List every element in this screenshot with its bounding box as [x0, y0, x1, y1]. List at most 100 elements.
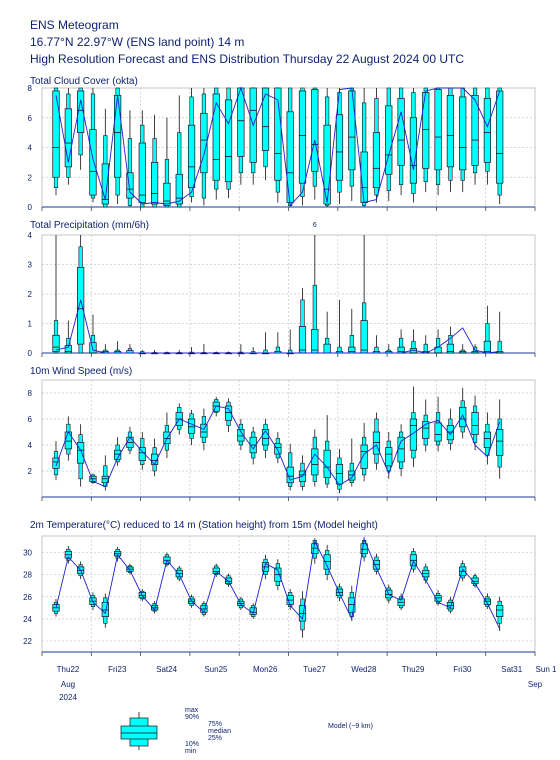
- box-p25-p75: [348, 470, 356, 481]
- y-tick-label: 3: [28, 261, 33, 270]
- panel-title: 10m Wind Speed (m/s): [30, 366, 132, 377]
- box-p25-p75: [311, 89, 319, 172]
- panel-title: Total Precipitation (mm/6h): [30, 220, 149, 231]
- box-p25-p75: [459, 96, 467, 171]
- box-p25-p75: [151, 162, 159, 205]
- box-p25-p75: [298, 90, 307, 184]
- box-p25-p75: [483, 431, 491, 448]
- box-p25-p75: [397, 98, 405, 166]
- box-p25-p75: [311, 448, 319, 476]
- y-tick-label: 24: [23, 615, 32, 624]
- box-p25-p75: [175, 173, 183, 205]
- box-p25-p75: [187, 124, 196, 189]
- y-tick-label: 0: [28, 349, 33, 358]
- box-p25-p75: [163, 182, 171, 206]
- hires-line: [55, 537, 501, 629]
- forecast-subtitle: High Resolution Forecast and ENS Distrib…: [30, 52, 465, 66]
- box-p25-p75: [446, 343, 454, 354]
- legend-median-label: median: [208, 728, 231, 735]
- box-p25-p75: [434, 595, 442, 602]
- box-p25-p75: [101, 601, 109, 617]
- hires-line: [55, 86, 501, 207]
- box-p25-p75: [89, 129, 97, 196]
- box-p25-p75: [64, 108, 72, 168]
- y-tick-label: 6: [28, 114, 33, 123]
- y-tick-label: 6: [28, 415, 33, 424]
- day-label: Thu22: [57, 665, 80, 674]
- y-tick-label: 30: [23, 549, 32, 558]
- y-tick-label: 28: [23, 571, 32, 580]
- box-p25-p75: [187, 418, 196, 434]
- box-p25-p75: [434, 422, 442, 442]
- legend-min-label: min: [185, 748, 196, 755]
- day-label: Fri30: [453, 665, 472, 674]
- box-p25-p75: [237, 87, 245, 157]
- box-p25-p75: [114, 449, 122, 460]
- box-p25-p75: [422, 421, 430, 439]
- y-tick-label: 4: [28, 441, 33, 450]
- box-p25-p75: [335, 114, 344, 181]
- y-tick-label: 26: [23, 593, 32, 602]
- box-p25-p75: [496, 429, 504, 456]
- box-p25-p75: [52, 457, 60, 469]
- box-p25-p75: [323, 554, 331, 570]
- box-p25-p75: [446, 425, 454, 441]
- y-tick-label: 22: [23, 637, 32, 646]
- box-p25-p75: [385, 105, 393, 175]
- day-label: Fri23: [108, 665, 127, 674]
- box-p25-p75: [323, 343, 331, 354]
- box-p25-p75: [385, 447, 393, 467]
- y-tick-label: 2: [28, 467, 33, 476]
- box-p25-p75: [126, 172, 134, 199]
- box-p25-p75: [311, 329, 319, 354]
- hires-line: [55, 405, 501, 488]
- y-tick-label: 2: [28, 290, 33, 299]
- box-p25-p75: [409, 117, 418, 184]
- day-label: Sun25: [204, 665, 228, 674]
- panel-title: 2m Temperature(°C) reduced to 14 m (Stat…: [30, 520, 378, 531]
- legend-box-inner: [120, 725, 158, 740]
- year-label: 2024: [59, 693, 77, 702]
- box-p25-p75: [261, 429, 270, 446]
- box-p25-p75: [77, 267, 85, 345]
- panel-title: Total Cloud Cover (okta): [30, 76, 138, 87]
- box-p25-p75: [298, 326, 307, 354]
- box-p25-p75: [483, 98, 491, 163]
- box-p25-p75: [77, 90, 85, 133]
- box-p25-p75: [274, 443, 282, 455]
- box-p25-p75: [89, 342, 97, 354]
- y-tick-label: 1: [28, 320, 33, 329]
- box-p25-p75: [372, 431, 381, 455]
- location-subtitle: 16.77°N 22.97°W (ENS land point) 14 m: [30, 35, 245, 49]
- y-tick-label: 0: [28, 203, 33, 212]
- legend-p25-label: 25%: [208, 735, 222, 742]
- day-label: Thu29: [402, 665, 425, 674]
- box-p25-p75: [348, 346, 356, 354]
- box-p25-p75: [360, 444, 368, 469]
- box-p25-p75: [409, 418, 418, 451]
- box-p10-p90: [127, 138, 133, 206]
- box-p25-p75: [286, 466, 294, 484]
- legend-p75-label: 75%: [208, 721, 222, 728]
- box-p25-p75: [224, 577, 233, 584]
- box-p25-p75: [64, 431, 72, 450]
- box-p25-p75: [77, 442, 85, 464]
- box-p25-p75: [446, 95, 454, 168]
- box-p25-p75: [200, 112, 208, 174]
- legend-p10-label: 10%: [185, 741, 199, 748]
- day-label: Sat31: [501, 665, 522, 674]
- box-p25-p75: [335, 464, 344, 485]
- y-tick-label: 8: [28, 389, 33, 398]
- box-p25-p75: [323, 449, 331, 478]
- box-p25-p75: [348, 597, 356, 613]
- legend-p90-label: 90%: [185, 714, 199, 721]
- box-p25-p75: [483, 598, 491, 605]
- month-label-end: Sep: [528, 680, 543, 689]
- box-p25-p75: [237, 429, 245, 442]
- box-p25-p75: [101, 163, 109, 205]
- box-p25-p75: [261, 87, 270, 151]
- legend-max-label: max: [185, 707, 199, 714]
- y-tick-label: 2: [28, 173, 33, 182]
- day-label: Wed28: [351, 665, 377, 674]
